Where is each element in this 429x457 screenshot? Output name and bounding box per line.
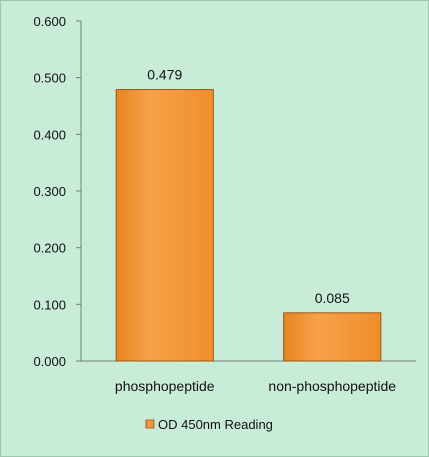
y-axis: 0.000 0.100 0.200 0.300 0.400 0.500 0.600 — [33, 14, 82, 369]
y-tick-label: 0.100 — [33, 297, 66, 312]
data-label-non-phosphopeptide: 0.085 — [315, 290, 350, 306]
legend: OD 450nm Reading — [145, 417, 273, 432]
bar-phosphopeptide — [115, 89, 214, 362]
y-tick-label: 0.500 — [33, 71, 66, 86]
y-tick-label: 0.200 — [33, 241, 66, 256]
x-category-label: non-phosphopeptide — [268, 378, 396, 394]
y-tick-label: 0.000 — [33, 354, 66, 369]
x-category-label: phosphopeptide — [115, 378, 215, 394]
bar-series — [115, 89, 382, 362]
y-tick-label: 0.600 — [33, 14, 66, 29]
y-tick-label: 0.400 — [33, 127, 66, 142]
bar-non-phosphopeptide — [283, 312, 382, 362]
legend-label: OD 450nm Reading — [158, 417, 273, 432]
data-label-phosphopeptide: 0.479 — [147, 67, 182, 83]
legend-swatch — [145, 419, 155, 429]
y-tick-label: 0.300 — [33, 184, 66, 199]
data-labels: 0.479 0.085 — [147, 67, 350, 306]
x-axis: phosphopeptide non-phosphopeptide — [81, 360, 416, 394]
